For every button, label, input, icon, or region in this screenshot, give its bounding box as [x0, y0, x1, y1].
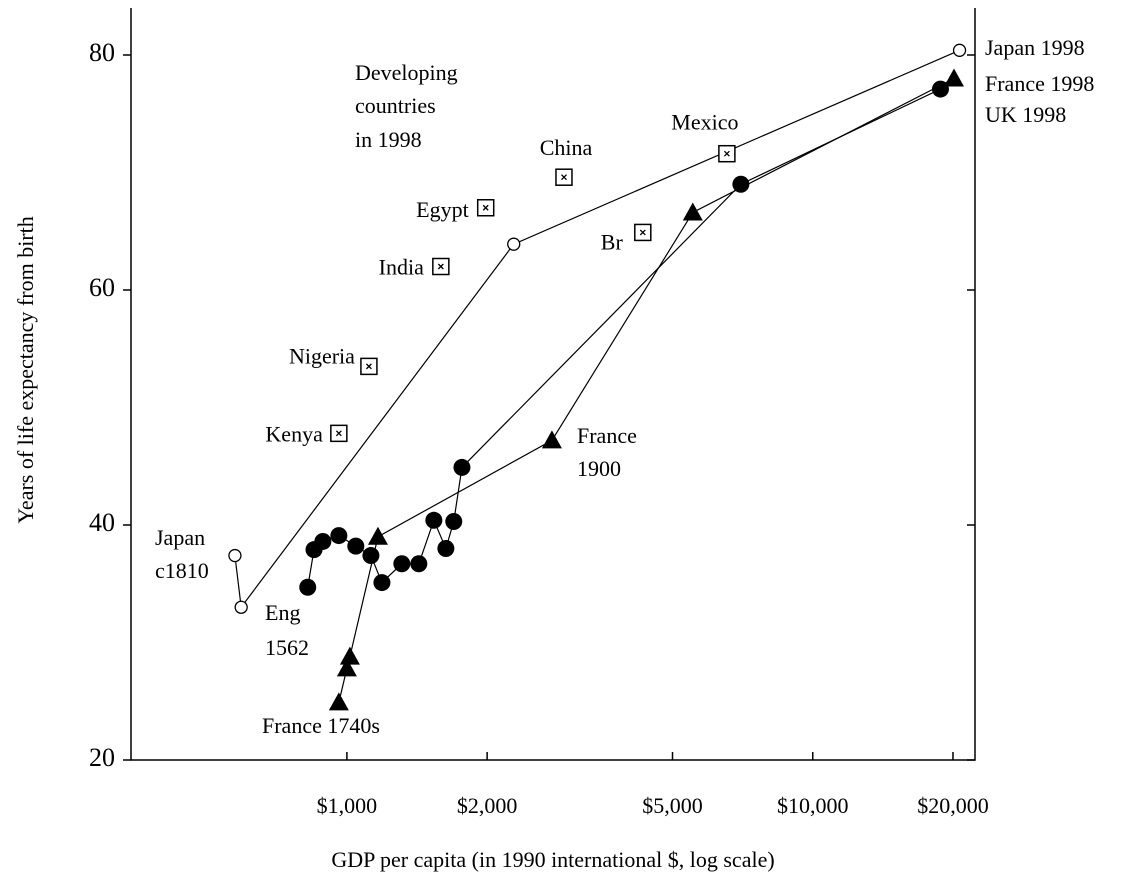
point	[952, 43, 967, 57]
annotation: Japan	[155, 525, 205, 550]
point	[445, 512, 463, 530]
point	[330, 424, 348, 443]
annotation: in 1998	[355, 127, 422, 152]
point	[437, 540, 455, 557]
point	[507, 237, 521, 251]
point	[328, 692, 349, 711]
y-axis-title: Years of life expectancy from birth	[13, 216, 38, 524]
y-tick-label: 80	[89, 38, 115, 67]
point	[367, 526, 388, 545]
annotation: Eng	[265, 600, 300, 625]
annotation: 1562	[265, 635, 309, 660]
series-line	[307, 88, 941, 588]
series-line	[234, 49, 960, 609]
point	[718, 144, 736, 163]
point	[314, 532, 332, 550]
point-part	[335, 430, 342, 437]
x-tick-label: $20,000	[917, 793, 989, 818]
x-tick-label: $1,000	[317, 793, 378, 818]
point	[555, 168, 573, 186]
annotation: France 1740s	[262, 713, 380, 738]
point	[373, 574, 391, 592]
point	[336, 658, 357, 677]
series-line	[338, 77, 955, 703]
point-part	[723, 150, 730, 157]
point-part	[561, 174, 567, 181]
point	[943, 68, 964, 87]
annotation: UK 1998	[985, 102, 1066, 127]
y-tick-label: 60	[89, 273, 115, 302]
x-tick-label: $2,000	[457, 793, 518, 818]
point-part	[482, 204, 489, 211]
point	[425, 511, 443, 529]
point-part	[437, 263, 444, 270]
point	[362, 547, 380, 565]
point	[541, 430, 562, 449]
point-label: India	[379, 255, 424, 280]
annotation: Japan 1998	[985, 35, 1085, 60]
y-tick-label: 40	[89, 508, 115, 537]
point	[299, 578, 317, 596]
axis-frame	[130, 8, 976, 761]
point	[432, 257, 450, 276]
point	[682, 202, 703, 221]
point	[453, 458, 471, 476]
point-part	[365, 363, 372, 370]
point	[931, 80, 949, 98]
point	[410, 555, 428, 573]
x-axis-title: GDP per capita (in 1990 international $,…	[331, 847, 774, 872]
annotation: France 1998	[985, 71, 1094, 96]
annotation: Developing	[355, 60, 458, 85]
point	[228, 548, 242, 563]
point-label: China	[540, 135, 593, 160]
point	[234, 600, 248, 614]
point	[360, 357, 378, 376]
point	[393, 555, 411, 573]
point-label: Mexico	[671, 110, 738, 135]
annotation: France	[577, 423, 637, 448]
point	[330, 527, 348, 545]
annotation: 1900	[577, 456, 621, 481]
y-tick-label: 20	[89, 743, 115, 772]
point-part	[639, 229, 646, 236]
point	[732, 175, 750, 193]
point	[476, 199, 495, 217]
x-tick-label: $10,000	[777, 793, 849, 818]
point-label: Kenya	[265, 421, 323, 446]
point	[339, 646, 360, 665]
point-label: Nigeria	[289, 343, 355, 368]
point	[634, 223, 652, 242]
point-label: Br	[601, 229, 624, 254]
x-tick-label: $5,000	[642, 793, 703, 818]
point-label: Egypt	[416, 197, 469, 222]
annotation: countries	[355, 93, 436, 118]
annotation: c1810	[155, 558, 209, 583]
point	[347, 537, 365, 555]
